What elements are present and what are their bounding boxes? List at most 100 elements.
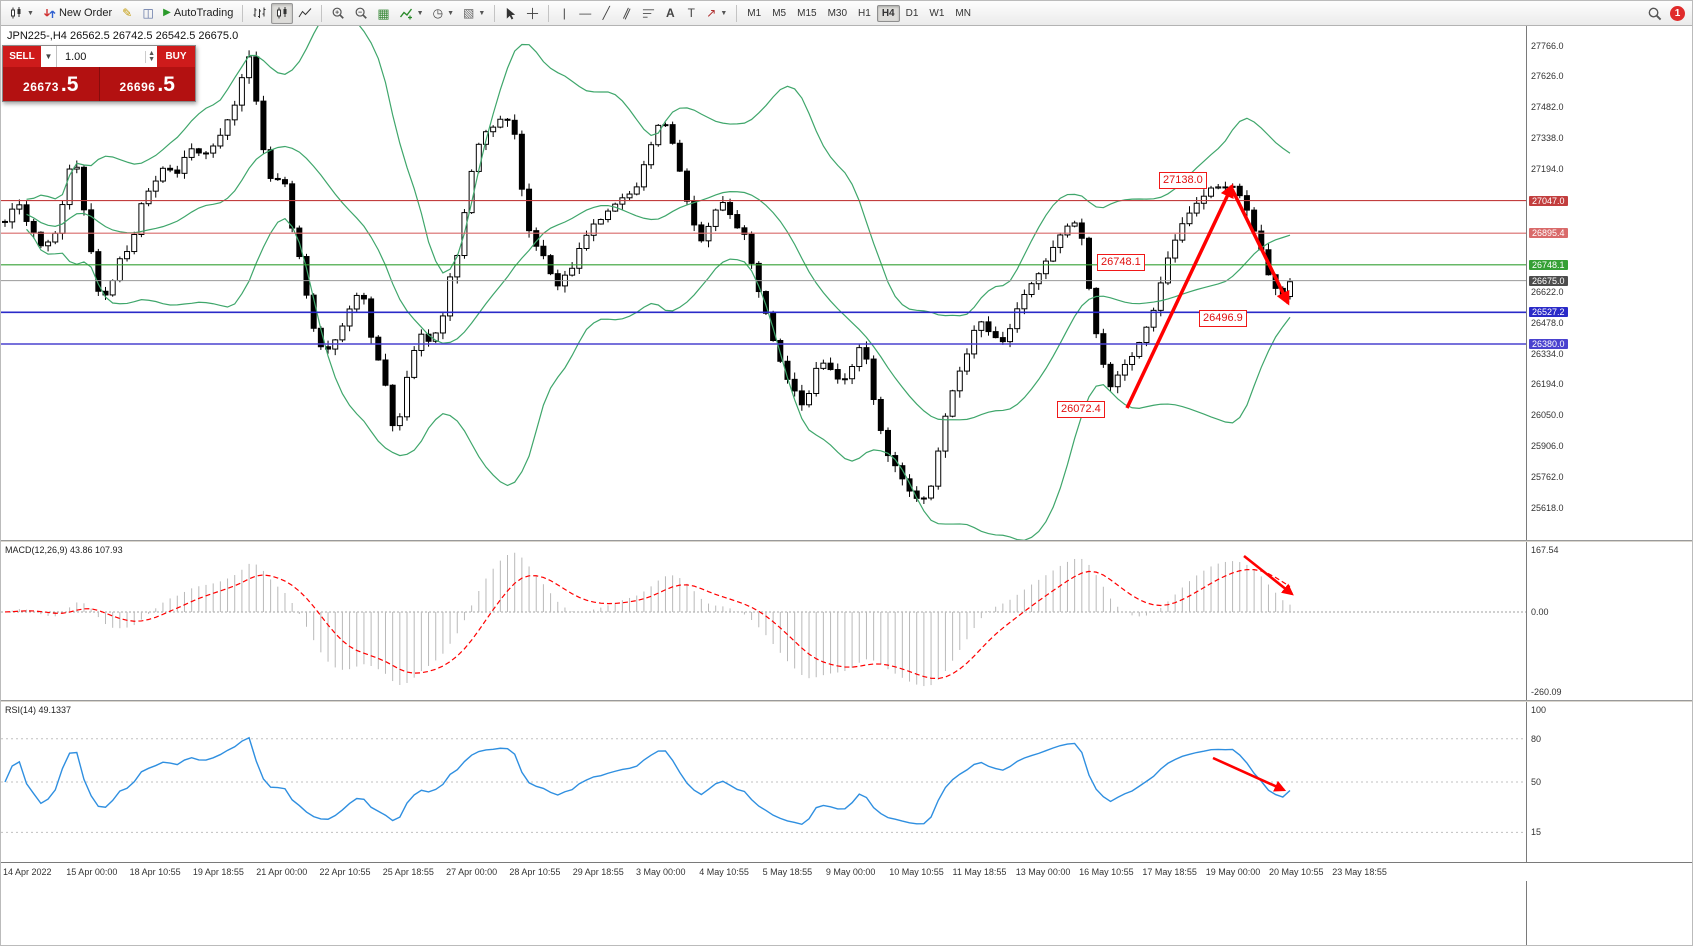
- price-scale-label: 26895.4: [1529, 228, 1568, 239]
- volume-up-button[interactable]: ▲: [148, 49, 155, 57]
- chevron-down-icon: ▼: [720, 9, 728, 17]
- time-axis-label: 20 May 10:55: [1269, 867, 1324, 877]
- timeframe-mn[interactable]: MN: [955, 7, 971, 19]
- vertical-line-icon: |: [562, 6, 566, 20]
- templates-button[interactable]: ▧ ▼: [459, 3, 489, 24]
- price-scale-label: 27047.0: [1529, 195, 1568, 206]
- time-axis-label: 19 May 00:00: [1205, 867, 1261, 877]
- timeframe-m5[interactable]: M5: [772, 7, 787, 19]
- timeframe-d1[interactable]: D1: [905, 7, 919, 19]
- new-chart-button[interactable]: ▼: [5, 3, 38, 24]
- sell-price[interactable]: 26673 .5: [3, 67, 99, 101]
- rsi-label: RSI(14) 49.1337: [5, 705, 72, 715]
- timeframe-m1[interactable]: M1: [747, 7, 762, 19]
- fibonacci-button[interactable]: [638, 3, 659, 24]
- time-axis-label: 28 Apr 10:55: [509, 867, 561, 877]
- volume-value: 1.00: [65, 50, 87, 63]
- candlestick-chart-icon: [277, 7, 287, 19]
- time-axis-label: 23 May 18:55: [1332, 867, 1387, 877]
- text-label-button[interactable]: T: [681, 3, 701, 24]
- time-axis-label: 4 May 10:55: [699, 867, 749, 877]
- macd-scale-label: -260.09: [1531, 687, 1562, 697]
- time-axis-label: 25 Apr 18:55: [382, 867, 434, 877]
- time-axis-label: 29 Apr 18:55: [572, 867, 624, 877]
- sell-button[interactable]: SELL: [3, 46, 41, 67]
- volume-input[interactable]: 1.00 ▲ ▼: [57, 46, 157, 67]
- arrows-tool-button[interactable]: ↗ ▼: [702, 3, 731, 24]
- time-axis-label: 11 May 18:55: [952, 867, 1007, 877]
- trendline-button[interactable]: ╱: [596, 3, 616, 24]
- one-click-trading-panel: SELL ▼ 1.00 ▲ ▼ BUY 26673 .5 2: [2, 45, 196, 102]
- time-axis-label: 5 May 18:55: [762, 867, 813, 877]
- price-scale-label: 27626.0: [1531, 71, 1564, 82]
- rsi-panel-canvas[interactable]: [1, 702, 1526, 862]
- search-icon: [1648, 7, 1662, 20]
- notification-badge[interactable]: 1: [1670, 5, 1685, 21]
- zoom-in-icon: [332, 7, 345, 19]
- template-icon: ▧: [463, 6, 475, 20]
- zoom-out-button[interactable]: [350, 3, 372, 24]
- line-chart-button[interactable]: [294, 3, 316, 24]
- macd-panel-canvas[interactable]: [1, 542, 1526, 700]
- trendline-icon: ╱: [602, 6, 610, 20]
- timeframe-h4[interactable]: H4: [876, 4, 900, 22]
- price-chart-canvas[interactable]: [1, 26, 1526, 540]
- panel-splitter[interactable]: [1, 540, 1692, 542]
- indicators-button[interactable]: ▼: [395, 3, 428, 24]
- candlestick-chart-button[interactable]: [271, 2, 294, 24]
- periods-button[interactable]: ◷ ▼: [429, 3, 458, 24]
- price-scale-label: 26527.2: [1529, 307, 1568, 318]
- crosshair-button[interactable]: [522, 3, 543, 24]
- timeframe-h1[interactable]: H1: [858, 7, 871, 19]
- bar-chart-button[interactable]: [248, 3, 270, 24]
- rsi-scale-label: 50: [1531, 777, 1542, 787]
- arrow-object-icon: ↗: [706, 6, 717, 20]
- chevron-down-icon: ▼: [416, 9, 424, 17]
- new-order-button[interactable]: New Order: [39, 3, 116, 24]
- horizontal-line-button[interactable]: —: [575, 3, 595, 24]
- price-scale-label: 25906.0: [1531, 440, 1564, 451]
- time-axis-label: 14 Apr 2022: [3, 867, 52, 877]
- metaeditor-button[interactable]: ✎: [117, 3, 137, 24]
- zoom-in-button[interactable]: [327, 3, 349, 24]
- new-order-icon: [43, 8, 56, 18]
- price-scale-label: 26478.0: [1531, 317, 1564, 328]
- toolbar-separator: [548, 4, 550, 22]
- panel-splitter[interactable]: [1, 700, 1692, 702]
- search-button[interactable]: [1643, 3, 1666, 24]
- vertical-line-button[interactable]: |: [554, 3, 574, 24]
- text-button[interactable]: A: [660, 3, 680, 24]
- tile-windows-button[interactable]: ▦: [373, 3, 393, 24]
- time-axis-label: 27 Apr 00:00: [446, 867, 498, 877]
- channel-icon: ∥: [621, 5, 633, 21]
- timeframe-w1[interactable]: W1: [929, 7, 945, 19]
- chevron-down-icon: ▼: [478, 9, 486, 17]
- buy-price[interactable]: 26696 .5: [100, 67, 196, 101]
- volume-dropdown[interactable]: ▼: [41, 46, 57, 67]
- autotrading-button[interactable]: ▶ AutoTrading: [159, 3, 237, 24]
- new-order-label: New Order: [58, 7, 113, 19]
- cursor-button[interactable]: [500, 3, 521, 24]
- text-label-icon: T: [687, 6, 695, 20]
- timeframe-m15[interactable]: M15: [797, 7, 817, 19]
- line-chart-icon: [298, 8, 312, 18]
- buy-button[interactable]: BUY: [157, 46, 195, 67]
- autotrading-label: AutoTrading: [173, 7, 234, 19]
- time-axis-label: 9 May 00:00: [825, 867, 876, 877]
- time-axis-label: 18 Apr 10:55: [129, 867, 181, 877]
- timeframe-m30[interactable]: M30: [827, 7, 848, 19]
- price-scale-label: 26050.0: [1531, 409, 1564, 420]
- layouts-button[interactable]: ◫: [138, 3, 158, 24]
- time-axis-label: 16 May 10:55: [1079, 867, 1134, 877]
- volume-down-button[interactable]: ▼: [148, 55, 155, 63]
- price-scale-label: 26380.0: [1529, 339, 1568, 349]
- time-axis-label: 21 Apr 00:00: [256, 867, 308, 877]
- indicators-icon: [399, 8, 412, 20]
- channel-button[interactable]: ∥: [617, 3, 637, 24]
- time-axis-label: 10 May 10:55: [889, 867, 944, 877]
- zoom-out-icon: [355, 7, 368, 19]
- clock-icon: ◷: [432, 6, 444, 20]
- bar-chart-icon: [253, 7, 266, 18]
- price-scale-label: 27766.0: [1531, 41, 1564, 51]
